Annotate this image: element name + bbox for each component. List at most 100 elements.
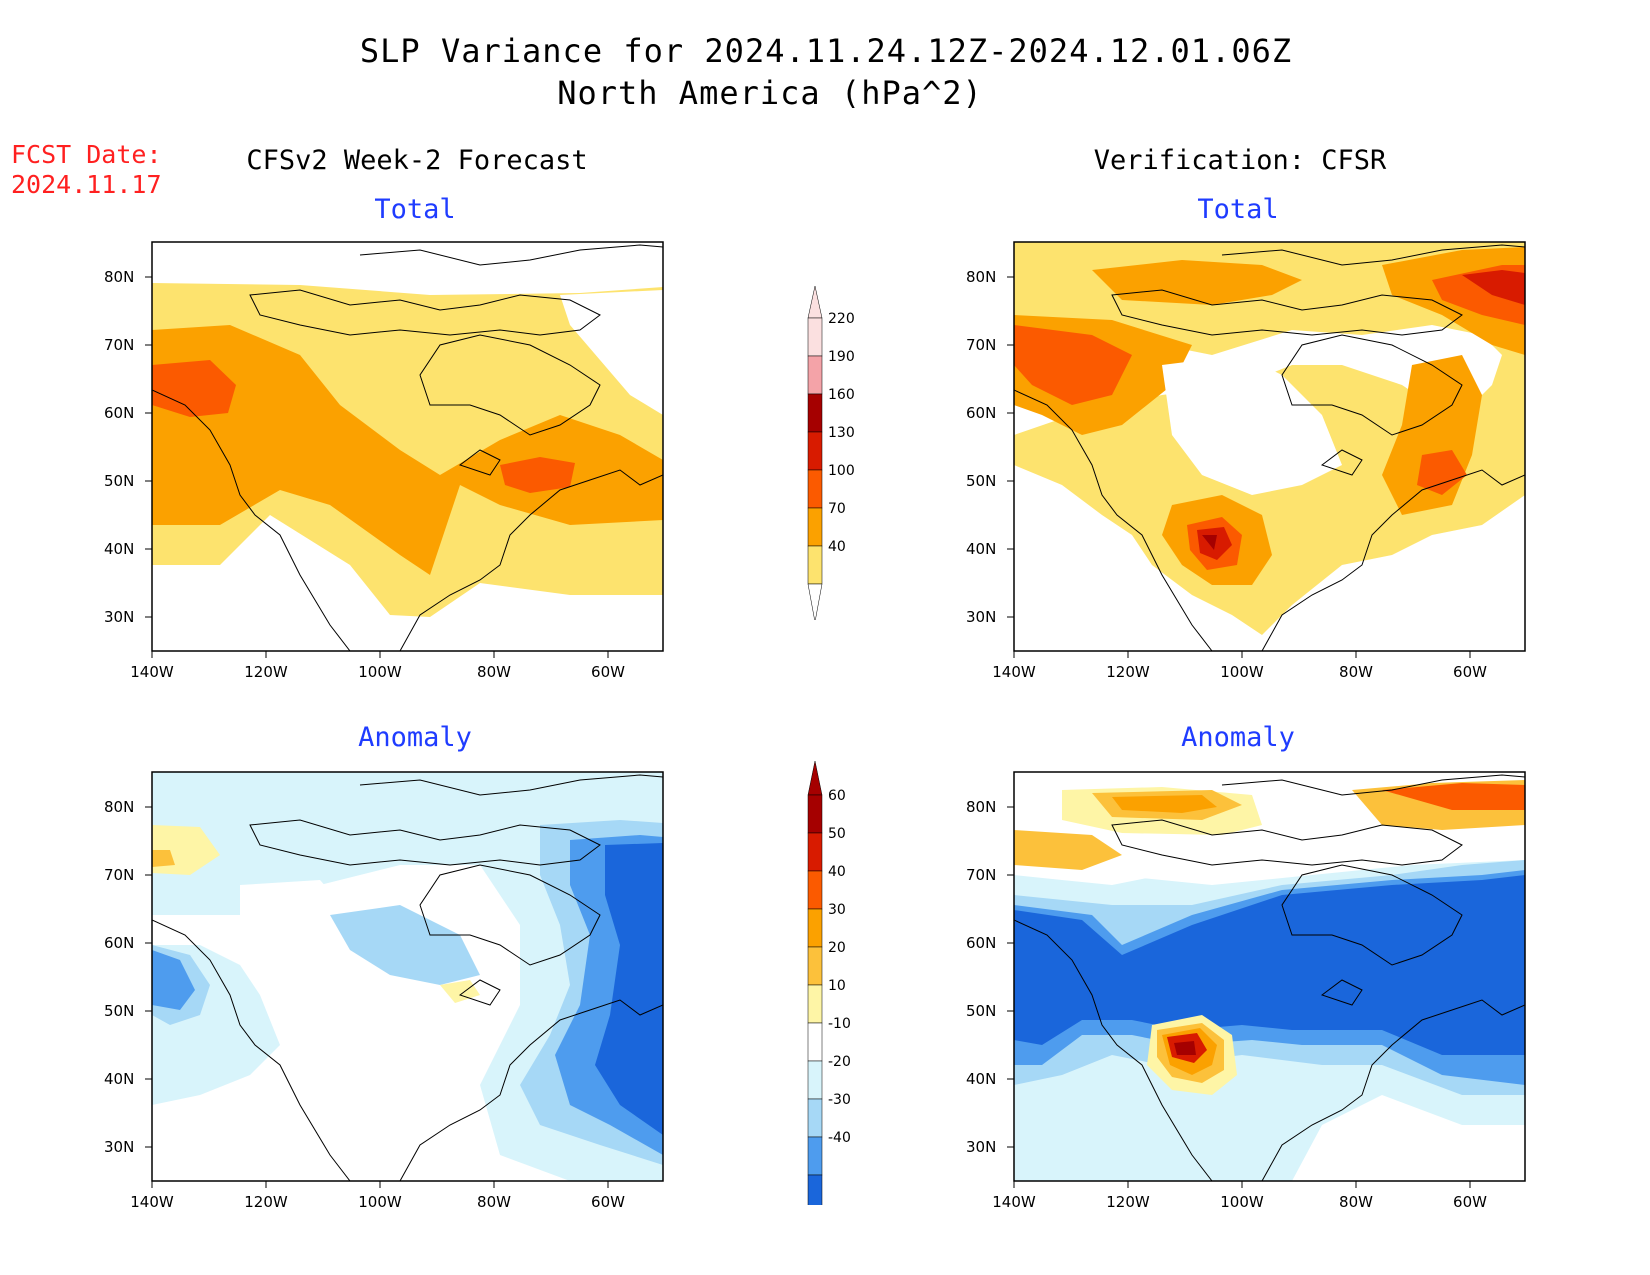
lon-ticks: 140W 120W 100W 80W 60W — [130, 651, 625, 681]
coastline-lines — [152, 774, 663, 1181]
colorbar-swatch — [807, 794, 823, 834]
colorbar-label: 40 — [828, 539, 846, 555]
coastline-lines — [1014, 774, 1525, 1181]
anomaly-colorbar: 60 50 40 30 20 10 -10 -20 -30 -40 — [807, 760, 851, 1205]
svg-text:50N: 50N — [966, 1002, 996, 1020]
fcst-date-value: 2024.11.17 — [11, 170, 162, 199]
colorbar-label: 70 — [828, 501, 846, 517]
colorbar-label: -30 — [828, 1092, 851, 1108]
colorbar-swatch — [807, 908, 823, 948]
svg-text:80N: 80N — [104, 268, 134, 286]
colorbar-top-arrow — [807, 760, 823, 796]
verification-column-title: Verification: CFSR — [1093, 145, 1387, 176]
forecast-total-label: Total — [374, 194, 456, 225]
colorbar-swatch — [807, 1060, 823, 1100]
colorbar-swatch — [807, 1136, 823, 1176]
lat-ticks: 80N 70N 60N 50N 40N 30N — [966, 268, 1014, 626]
colorbar-swatch — [807, 984, 823, 1024]
colorbar-label: -40 — [828, 1130, 851, 1146]
colorbar-swatch — [807, 1098, 823, 1138]
colorbar-label: 220 — [828, 311, 855, 327]
colorbar-label: 190 — [828, 349, 855, 365]
total-contour-100a — [1014, 325, 1132, 405]
lon-ticks: 140W 120W 100W 80W 60W — [130, 1181, 625, 1211]
svg-text:60W: 60W — [1453, 663, 1487, 681]
svg-text:140W: 140W — [992, 1193, 1036, 1211]
colorbar-label: 50 — [828, 826, 846, 842]
verification-total-label: Total — [1197, 194, 1279, 225]
colorbar-label: 160 — [828, 387, 855, 403]
total-contour-160 — [1202, 535, 1217, 550]
svg-text:80W: 80W — [477, 1193, 511, 1211]
svg-text:60W: 60W — [591, 1193, 625, 1211]
svg-text:70N: 70N — [966, 866, 996, 884]
anomaly-contour-minus20a — [330, 905, 480, 985]
verification-anomaly-label: Anomaly — [1181, 722, 1295, 753]
svg-text:30N: 30N — [104, 1138, 134, 1156]
svg-text:40N: 40N — [966, 1070, 996, 1088]
colorbar-swatch — [807, 469, 823, 509]
anomaly-contour-minus40 — [1014, 875, 1525, 1055]
anomaly-contour-10b — [440, 980, 480, 1003]
colorbar-label: 20 — [828, 940, 846, 956]
total-contour-100a — [152, 360, 236, 417]
svg-text:80W: 80W — [1339, 663, 1373, 681]
svg-text:100W: 100W — [1220, 663, 1264, 681]
svg-text:120W: 120W — [244, 663, 288, 681]
total-contour-100b — [500, 457, 575, 493]
svg-text:60N: 60N — [104, 934, 134, 952]
svg-text:120W: 120W — [1106, 1193, 1150, 1211]
coastline-lines — [152, 244, 663, 651]
colorbar-swatch — [807, 946, 823, 986]
svg-text:120W: 120W — [244, 1193, 288, 1211]
total-colorbar: 220 190 160 130 100 70 40 — [807, 285, 855, 620]
colorbar-label: -20 — [828, 1054, 851, 1070]
svg-text:70N: 70N — [104, 336, 134, 354]
colorbar-swatch — [807, 431, 823, 471]
svg-text:70N: 70N — [966, 336, 996, 354]
forecast-anomaly-map: 80N 70N 60N 50N 40N 30N 140W 120W 100W 8… — [104, 771, 664, 1211]
colorbar-label: 60 — [828, 788, 846, 804]
colorbar-bottom-arrow — [807, 583, 823, 620]
svg-text:60N: 60N — [966, 404, 996, 422]
svg-text:50N: 50N — [104, 1002, 134, 1020]
total-white-region — [560, 290, 663, 415]
colorbar-swatch — [807, 355, 823, 395]
colorbar-label: -10 — [828, 1016, 851, 1032]
colorbar-swatch — [807, 507, 823, 547]
subtitle: North America (hPa^2) — [557, 74, 983, 112]
forecast-total-map: 80N 70N 60N 50N 40N 30N 140W 120W 100W 8… — [104, 241, 664, 681]
colorbar-label: 130 — [828, 425, 855, 441]
colorbar-top-arrow — [807, 285, 823, 319]
colorbar-label: 30 — [828, 902, 846, 918]
colorbar-label: 100 — [828, 463, 855, 479]
svg-text:80W: 80W — [477, 663, 511, 681]
svg-text:30N: 30N — [966, 608, 996, 626]
colorbar-swatch — [807, 832, 823, 872]
svg-text:70N: 70N — [104, 866, 134, 884]
main-title: SLP Variance for 2024.11.24.12Z-2024.12.… — [359, 32, 1293, 70]
total-contour-130b — [1462, 270, 1525, 305]
lon-ticks: 140W 120W 100W 80W 60W — [992, 651, 1487, 681]
forecast-anomaly-label: Anomaly — [358, 722, 472, 753]
total-contour-70b — [1092, 260, 1302, 305]
svg-text:60W: 60W — [591, 663, 625, 681]
svg-text:80N: 80N — [966, 268, 996, 286]
svg-text:140W: 140W — [130, 663, 174, 681]
svg-text:120W: 120W — [1106, 663, 1150, 681]
total-contour-70 — [152, 325, 663, 575]
colorbar-swatch — [807, 1022, 823, 1062]
colorbar-swatch — [807, 1174, 823, 1205]
svg-text:140W: 140W — [992, 663, 1036, 681]
svg-text:60W: 60W — [1453, 1193, 1487, 1211]
coastline-lines — [1014, 244, 1525, 651]
svg-text:140W: 140W — [130, 1193, 174, 1211]
svg-text:40N: 40N — [966, 540, 996, 558]
svg-text:100W: 100W — [1220, 1193, 1264, 1211]
verification-anomaly-map: 80N 70N 60N 50N 40N 30N 140W 120W 100W 8… — [966, 771, 1526, 1211]
lat-ticks: 80N 70N 60N 50N 40N 30N — [966, 798, 1014, 1156]
total-contour-100c — [1417, 450, 1467, 495]
verification-total-map: 80N 70N 60N 50N 40N 30N 140W 120W 100W 8… — [966, 241, 1526, 681]
svg-text:60N: 60N — [104, 404, 134, 422]
lon-ticks: 140W 120W 100W 80W 60W — [992, 1181, 1487, 1211]
